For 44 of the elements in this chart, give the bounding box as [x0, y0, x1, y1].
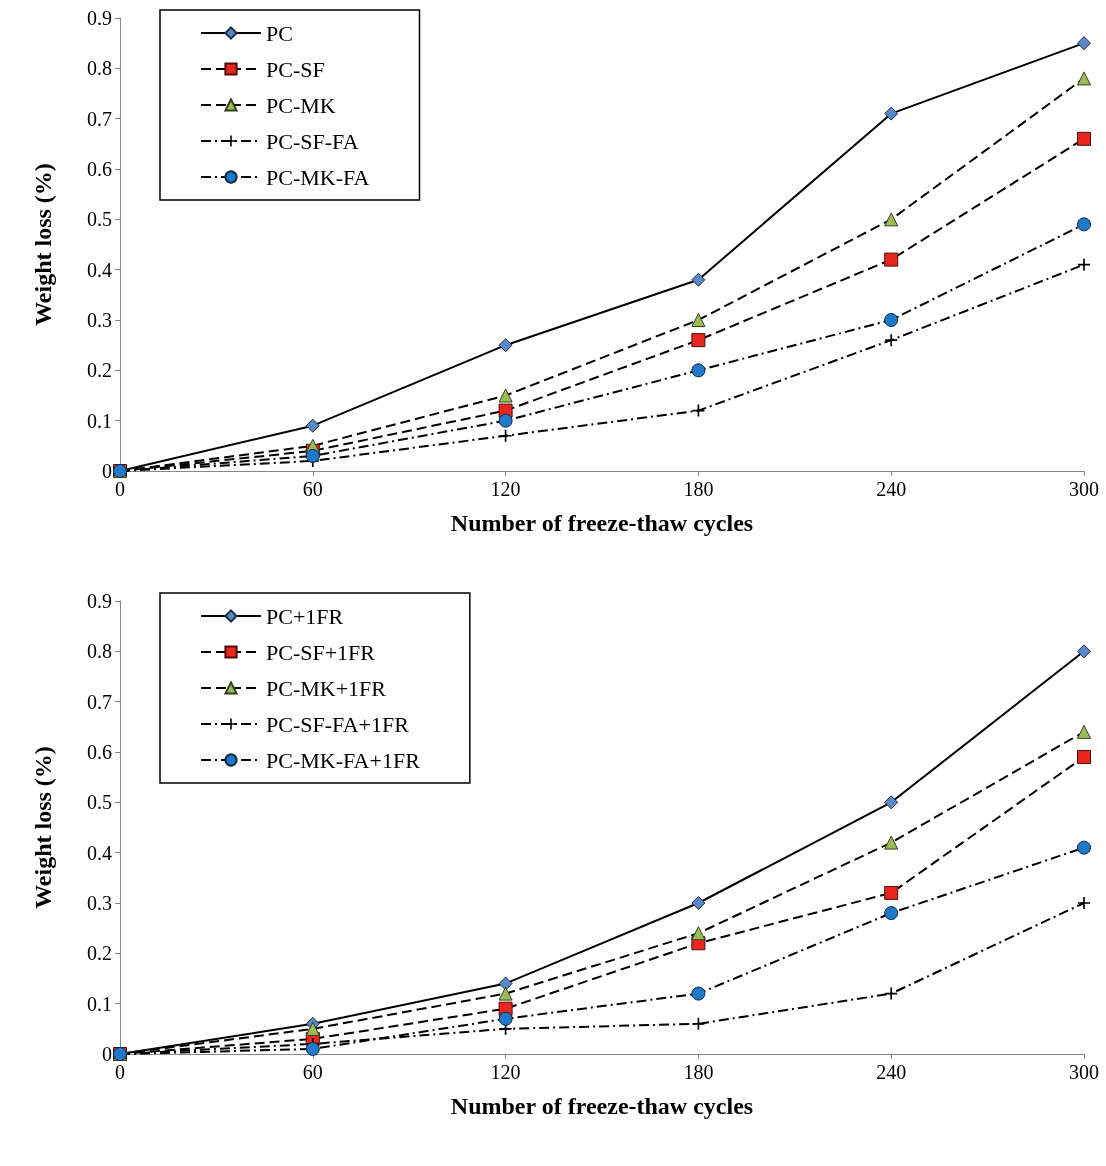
y-tick-label: 0.6	[87, 158, 112, 180]
legend-label: PC+1FR	[266, 603, 344, 629]
legend-label: PC-MK+1FR	[266, 675, 387, 701]
y-tick-label: 0.3	[87, 892, 112, 914]
y-tick-label: 0.5	[87, 791, 112, 814]
y-tick-label: 0.7	[87, 107, 112, 130]
x-axis-title: Number of freeze-thaw cycles	[450, 510, 754, 536]
y-tick-label: 0.9	[87, 7, 112, 29]
y-tick-label: 0.3	[87, 309, 112, 331]
y-tick-label: 0.2	[87, 359, 112, 382]
x-tick-label: 300	[1069, 1061, 1099, 1083]
y-axis-title: Weight loss (%)	[30, 746, 56, 909]
x-tick-label: 180	[683, 478, 714, 500]
legend-label: PC-SF+1FR	[266, 639, 376, 665]
x-axis-title: Number of freeze-thaw cycles	[450, 1093, 754, 1119]
legend-label: PC-SF-FA	[266, 128, 359, 154]
x-tick-label: 120	[490, 1061, 521, 1083]
y-tick-label: 0.7	[87, 690, 112, 713]
legend-label: PC-SF	[266, 56, 325, 82]
y-tick-label: 0.1	[87, 409, 112, 432]
y-tick-label: 0	[102, 460, 112, 482]
y-tick-label: 0.8	[87, 57, 112, 80]
x-tick-label: 60	[302, 478, 323, 500]
x-tick-label: 240	[876, 478, 907, 500]
y-tick-label: 0.4	[87, 258, 112, 281]
y-tick-label: 0.4	[87, 841, 112, 864]
x-tick-label: 180	[683, 1061, 714, 1083]
y-axis-title: Weight loss (%)	[30, 163, 56, 326]
legend-label: PC	[266, 20, 293, 46]
x-tick-label: 120	[490, 478, 521, 500]
y-tick-label: 0.2	[87, 942, 112, 965]
y-tick-label: 0.9	[87, 590, 112, 612]
legend-label: PC-MK-FA+1FR	[266, 747, 421, 773]
x-tick-label: 240	[876, 1061, 907, 1083]
legend-label: PC-MK	[266, 92, 336, 118]
y-tick-label: 0.5	[87, 208, 112, 231]
y-tick-label: 0	[102, 1043, 112, 1065]
x-tick-label: 300	[1069, 478, 1099, 500]
y-tick-label: 0.6	[87, 741, 112, 763]
legend-label: PC-MK-FA	[266, 164, 370, 190]
y-tick-label: 0.1	[87, 992, 112, 1015]
legend-label: PC-SF-FA+1FR	[266, 711, 410, 737]
x-tick-label: 60	[302, 1061, 323, 1083]
y-tick-label: 0.8	[87, 640, 112, 663]
